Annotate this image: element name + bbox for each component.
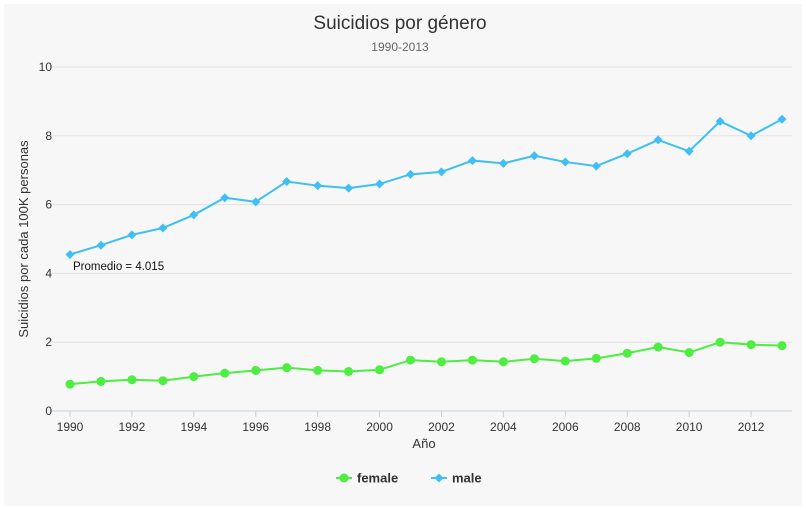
male-point (684, 146, 694, 156)
male-point (560, 157, 570, 167)
male-point (436, 167, 446, 177)
y-tick-label: 2 (45, 335, 52, 349)
legend-marker (434, 473, 444, 483)
male-point (65, 249, 75, 259)
y-tick-label: 4 (45, 266, 52, 280)
female-point (96, 376, 106, 386)
female-point (560, 356, 570, 366)
x-tick-label: 1994 (180, 420, 207, 434)
female-point (467, 355, 477, 365)
male-point (467, 156, 477, 166)
female-point (65, 379, 75, 389)
x-tick-label: 2000 (366, 420, 393, 434)
x-tick-label: 1992 (119, 420, 146, 434)
female-point (684, 348, 694, 358)
female-point (189, 372, 199, 382)
male-point (313, 181, 323, 191)
female-point (158, 376, 168, 386)
y-tick-label: 8 (45, 129, 52, 143)
y-tick-label: 6 (45, 198, 52, 212)
male-point (251, 197, 261, 207)
legend-label: female (357, 471, 398, 486)
male-point (96, 240, 106, 250)
series-male (65, 114, 787, 259)
female-point (622, 348, 632, 358)
female-point (529, 354, 539, 364)
legend-item-female: female (336, 471, 398, 486)
male-point (746, 131, 756, 141)
female-point (436, 357, 446, 367)
male-point (158, 223, 168, 233)
male-point (777, 114, 787, 124)
female-point (282, 363, 292, 373)
female-point (313, 365, 323, 375)
female-point (498, 357, 508, 367)
legend: female male (336, 471, 482, 486)
female-point (653, 342, 663, 352)
y-tick-label: 10 (39, 60, 53, 74)
x-tick-label: 2006 (552, 420, 579, 434)
male-point (715, 116, 725, 126)
male-line (69, 118, 783, 256)
male-point (220, 193, 230, 203)
tick-labels: 0 2 4 6 8 10 1990 1992 1994 1996 1998 2000 2002 2004 2… (39, 60, 765, 434)
male-point (189, 210, 199, 220)
female-point (127, 375, 137, 385)
male-point (653, 135, 663, 145)
grid (50, 66, 792, 417)
female-point (406, 355, 416, 365)
average-annotation: Promedio = 4.015 (73, 261, 164, 273)
x-tick-label: 1998 (304, 420, 331, 434)
male-point (529, 151, 539, 161)
female-point (251, 365, 261, 375)
female-point (375, 365, 385, 375)
female-point (746, 340, 756, 350)
chart: Suicidios por género 1990-2013 0 2 4 6 8 10 19… (4, 4, 802, 506)
male-point (498, 158, 508, 168)
series (65, 114, 787, 389)
x-tick-label: 1996 (242, 420, 269, 434)
female-point (220, 368, 230, 378)
series-female (65, 337, 787, 389)
female-point (715, 337, 725, 347)
chart-svg: Suicidios por género 1990-2013 0 2 4 6 8 10 19… (16, 13, 792, 486)
male-point (591, 161, 601, 171)
female-point (344, 366, 354, 376)
chart-title: Suicidios por género (313, 13, 486, 34)
female-point (777, 341, 787, 351)
male-point (406, 169, 416, 179)
x-tick-label: 2004 (490, 420, 517, 434)
male-point (375, 179, 385, 189)
x-tick-label: 2008 (614, 420, 641, 434)
legend-marker (339, 473, 349, 483)
x-tick-label: 2002 (428, 420, 455, 434)
x-axis-label: Año (412, 436, 435, 451)
y-tick-label: 0 (45, 404, 52, 418)
male-point (344, 183, 354, 193)
x-tick-label: 1990 (57, 420, 84, 434)
female-line (69, 341, 783, 386)
legend-label: male (452, 471, 482, 486)
x-tick-label: 2012 (738, 420, 765, 434)
female-point (591, 353, 601, 363)
legend-item-male: male (431, 471, 482, 486)
male-point (622, 149, 632, 159)
male-point (127, 230, 137, 240)
chart-subtitle: 1990-2013 (371, 40, 429, 54)
y-axis-label: Suicidios por cada 100K personas (16, 140, 31, 338)
x-tick-label: 2010 (676, 420, 703, 434)
male-point (282, 177, 292, 187)
